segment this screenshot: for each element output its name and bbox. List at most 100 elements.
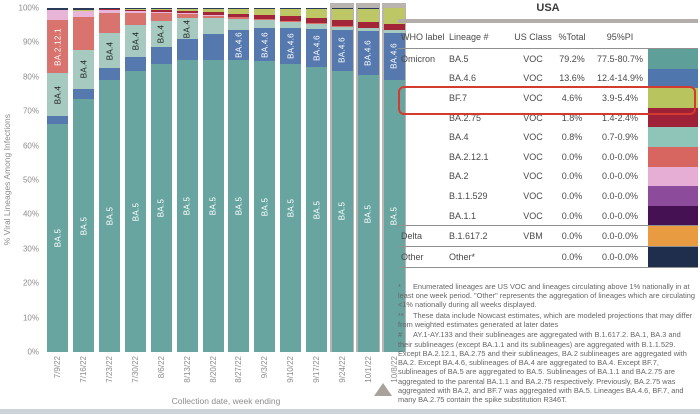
bar-segment-ba-2-75[interactable] [99, 9, 121, 11]
bar-segment-ba-5[interactable]: BA.5 [383, 79, 405, 352]
bar-segment-ba-2-12-1[interactable] [99, 12, 121, 34]
bar-segment-ba-2[interactable] [99, 10, 121, 13]
bar-segment-ba-5[interactable]: BA.5 [176, 59, 198, 352]
bar-segment-ba-2-75[interactable] [254, 14, 276, 20]
bar-segment-ba-5[interactable]: BA.5 [202, 59, 224, 352]
bar-segment-bf-7[interactable] [228, 8, 250, 14]
bar-segment-ba-2-75[interactable] [202, 12, 224, 15]
bar-segment-other[interactable] [280, 8, 302, 9]
bar-segment-ba-2[interactable] [47, 9, 69, 21]
bar-segment-other[interactable] [150, 8, 172, 9]
bar-segment-ba-4-6[interactable] [150, 47, 172, 65]
bar-segment-ba-4-6[interactable]: BA.4.6 [383, 32, 405, 80]
bar-segment-ba-2-75[interactable] [125, 9, 146, 12]
bar-segment-ba-2-75[interactable] [357, 22, 379, 28]
bar-segment-ba-4[interactable] [306, 23, 328, 29]
bar-segment-ba-2-12-1[interactable] [228, 16, 250, 20]
bar-segment-ba-4-6[interactable] [73, 88, 95, 100]
bar-segment-ba-4[interactable]: BA.4 [176, 18, 198, 39]
bar-segment-ba-4-6[interactable]: BA.4.6 [331, 30, 353, 71]
bar-segment-other[interactable] [202, 8, 224, 9]
bar-segment-ba-4-6[interactable]: BA.4.6 [254, 28, 276, 62]
bar-segment-bf-7[interactable] [125, 8, 146, 10]
bar-segment-ba-4[interactable] [280, 21, 302, 28]
stacked-bar[interactable]: BA.5 BA.4.6 [357, 8, 379, 352]
bar-segment-bf-7[interactable] [280, 8, 302, 17]
stacked-bar[interactable]: BA.5 BA.4.6 [228, 8, 250, 352]
bar-segment-ba-4[interactable] [202, 18, 224, 35]
bar-segment-ba-2[interactable] [125, 11, 146, 13]
bar-segment-bf-7[interactable] [254, 8, 276, 15]
bar-segment-other[interactable] [228, 8, 250, 9]
bar-segment-ba-4[interactable]: BA.4 [99, 33, 121, 68]
stacked-bar[interactable]: BA.5 BA.4 [73, 8, 95, 352]
stacked-bar[interactable]: BA.5 BA.4.6 [306, 8, 328, 352]
bar-segment-ba-4-6[interactable] [125, 56, 146, 72]
bar-segment-ba-4[interactable]: BA.4 [150, 20, 172, 48]
bar-segment-ba-4[interactable]: BA.4 [125, 24, 146, 57]
stacked-bar[interactable]: BA.5 BA.4 [125, 8, 146, 352]
bar-segment-ba-2-12-1[interactable]: BA.2.12.1 [47, 20, 69, 74]
bar-segment-ba-4-6[interactable] [202, 34, 224, 60]
bar-segment-ba-4-6[interactable]: BA.4.6 [306, 28, 328, 68]
bar-segment-bf-7[interactable] [99, 8, 121, 10]
stacked-bar[interactable]: BA.5 BA.4.6 [331, 8, 353, 352]
bar-segment-ba-2-75[interactable] [176, 11, 198, 14]
bar-segment-ba-5[interactable]: BA.5 [331, 70, 353, 352]
bar-segment-ba-4[interactable] [254, 20, 276, 29]
bar-segment-bf-7[interactable] [202, 8, 224, 13]
bar-segment-other[interactable] [73, 8, 95, 10]
bar-segment-ba-5[interactable]: BA.5 [125, 71, 146, 352]
bar-segment-other[interactable] [47, 8, 69, 10]
stacked-bar[interactable]: BA.5 BA.4.6 [254, 8, 276, 352]
bar-segment-ba-4-6[interactable] [99, 67, 121, 81]
bar-segment-ba-5[interactable]: BA.5 [150, 64, 172, 352]
bar-segment-bf-7[interactable] [331, 8, 353, 21]
bar-segment-ba-4[interactable] [383, 30, 405, 33]
bar-segment-ba-4-6[interactable]: BA.4.6 [357, 31, 379, 76]
bar-segment-ba-2-12-1[interactable] [150, 12, 172, 21]
bar-segment-ba-2-12-1[interactable] [202, 15, 224, 19]
bar-segment-ba-2-12-1[interactable] [254, 19, 276, 21]
bar-segment-ba-4[interactable] [331, 25, 353, 31]
stacked-bar[interactable]: BA.5 [202, 8, 224, 352]
bar-segment-other[interactable] [357, 8, 379, 9]
stacked-bar[interactable]: BA.5 BA.4.6 [280, 8, 302, 352]
bar-segment-ba-2-75[interactable] [331, 20, 353, 26]
bar-segment-ba-5[interactable]: BA.5 [99, 80, 121, 352]
bar-segment-bf-7[interactable] [150, 8, 172, 11]
bar-segment-ba-4-6[interactable]: BA.4.6 [228, 30, 250, 60]
stacked-bar[interactable]: BA.5 BA.4 [150, 8, 172, 352]
bar-segment-ba-2-75[interactable] [306, 18, 328, 24]
stacked-bar[interactable]: BA.5 BA.4 [99, 8, 121, 352]
bar-segment-ba-4[interactable] [357, 27, 379, 32]
bar-segment-ba-2-12-1[interactable] [280, 20, 302, 22]
bar-segment-ba-5[interactable]: BA.5 [254, 61, 276, 352]
bar-segment-ba-2-75[interactable] [150, 10, 172, 13]
bar-segment-other[interactable] [254, 8, 276, 9]
bar-segment-other[interactable] [306, 8, 328, 9]
bar-segment-ba-2[interactable] [150, 12, 172, 13]
bar-segment-ba-5[interactable]: BA.5 [47, 123, 69, 352]
bar-segment-bf-7[interactable] [357, 8, 379, 23]
bar-segment-ba-5[interactable]: BA.5 [280, 64, 302, 352]
bar-segment-bf-7[interactable] [176, 8, 198, 12]
bar-segment-bf-7[interactable] [306, 8, 328, 18]
stacked-bar[interactable]: BA.5 BA.4 BA.2.12.1 [47, 8, 69, 352]
bar-segment-ba-4-6[interactable] [47, 115, 69, 124]
bar-segment-ba-2-75[interactable] [228, 13, 250, 17]
bar-segment-other[interactable] [125, 8, 146, 9]
bar-segment-ba-5[interactable]: BA.5 [228, 59, 250, 352]
bar-segment-ba-4-6[interactable]: BA.4.6 [280, 27, 302, 65]
bar-segment-ba-5[interactable]: BA.5 [357, 75, 379, 352]
bar-segment-ba-2-12-1[interactable] [125, 12, 146, 25]
bar-segment-ba-2-75[interactable] [73, 10, 95, 11]
stacked-bar[interactable]: BA.5 BA.4.6 [383, 8, 405, 352]
bar-segment-ba-5[interactable]: BA.5 [73, 99, 95, 352]
bar-segment-ba-2-12-1[interactable] [176, 13, 198, 19]
bar-segment-ba-4[interactable]: BA.4 [47, 73, 69, 116]
bar-segment-ba-2-12-1[interactable] [73, 16, 95, 50]
bar-segment-ba-5[interactable]: BA.5 [306, 67, 328, 352]
bar-segment-ba-2-75[interactable] [280, 16, 302, 21]
bar-segment-ba-2-75[interactable] [383, 23, 405, 31]
